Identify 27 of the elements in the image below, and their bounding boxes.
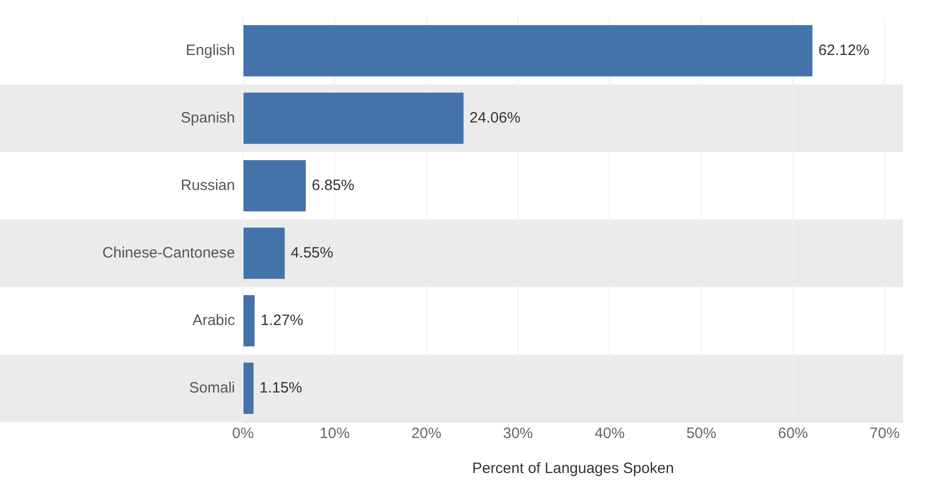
data-label: 24.06% (470, 109, 520, 126)
y-tick-label: Arabic (192, 312, 236, 329)
data-label: 4.55% (290, 244, 334, 262)
bar (244, 92, 464, 144)
x-tick-label: 20% (411, 425, 442, 442)
y-tick-label: Somali (189, 379, 235, 396)
y-tick-label: Spanish (180, 109, 235, 126)
bar (244, 25, 812, 76)
data-label: 62.12% (818, 42, 870, 59)
x-tick-label: 70% (870, 425, 900, 442)
x-tick-label: 40% (594, 425, 625, 442)
x-tick-label: 50% (686, 425, 716, 442)
x-tick-label: 60% (778, 425, 808, 442)
data-label: 1.27% (260, 312, 304, 329)
x-axis-title: Percent of Languages Spoken (472, 460, 674, 478)
bar (244, 295, 255, 346)
x-tick-label: 0% (232, 425, 254, 442)
data-label: 6.85% (312, 176, 354, 194)
x-tick-label: 10% (320, 425, 350, 442)
bar (244, 160, 306, 212)
bar (244, 362, 254, 414)
y-tick-label: Russian (180, 176, 235, 194)
bar (244, 228, 285, 279)
data-label: 1.15% (260, 379, 302, 396)
y-tick-label: English (186, 42, 235, 59)
x-tick-label: 30% (502, 425, 534, 442)
y-tick-label: Chinese-Cantonese (102, 244, 235, 262)
